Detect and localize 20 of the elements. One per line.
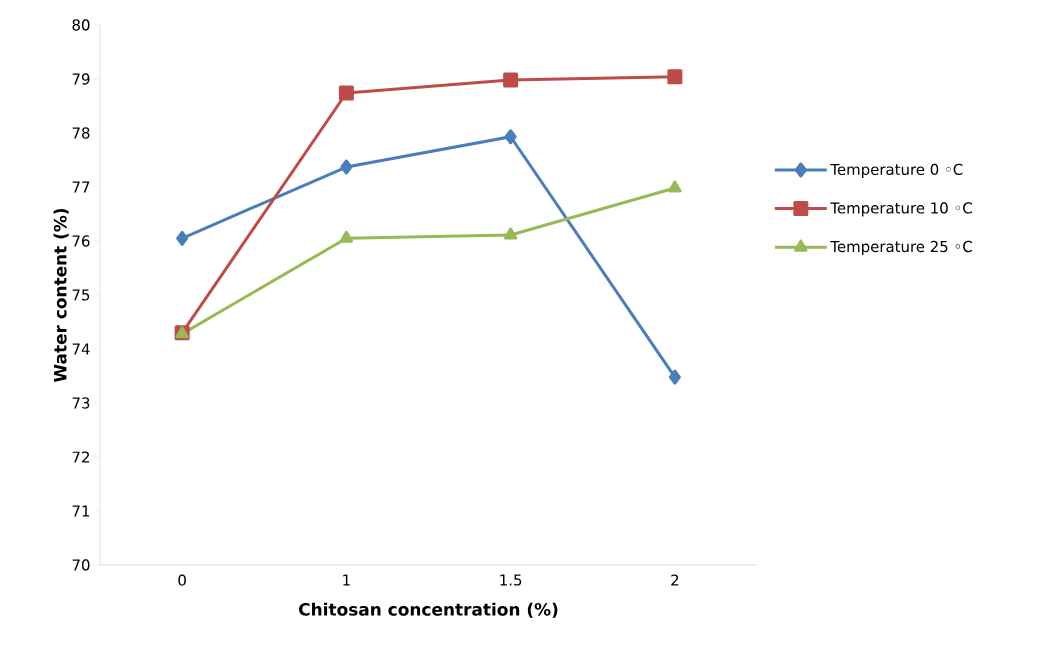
- y-tick-label: 78: [72, 127, 90, 139]
- y-tick-label: 72: [72, 451, 89, 463]
- y-tick-label: 74: [72, 343, 90, 355]
- y-tick-label: 79: [72, 73, 90, 85]
- y-tick-label: 71: [72, 505, 90, 517]
- x-tick-label: 2: [671, 574, 679, 586]
- x-tick-label: 0: [178, 574, 186, 586]
- x-tick-label: 1: [343, 574, 350, 586]
- legend-label: Temperature 25 ◦C: [830, 240, 972, 256]
- y-tick-label: 77: [72, 181, 90, 193]
- y-tick-label: 80: [72, 19, 90, 31]
- y-tick-label: 70: [72, 559, 90, 571]
- y-axis-title: Water content (%): [53, 208, 69, 383]
- legend-label: Temperature 0 ◦C: [830, 163, 963, 178]
- y-tick-label: 75: [72, 289, 90, 301]
- y-tick-label: 73: [72, 397, 90, 409]
- y-tick-label: 76: [72, 235, 90, 247]
- x-axis-title: Chitosan concentration (%): [299, 602, 558, 618]
- x-tick-label: 1.5: [500, 574, 522, 586]
- legend-label: Temperature 10 ◦C: [830, 202, 972, 217]
